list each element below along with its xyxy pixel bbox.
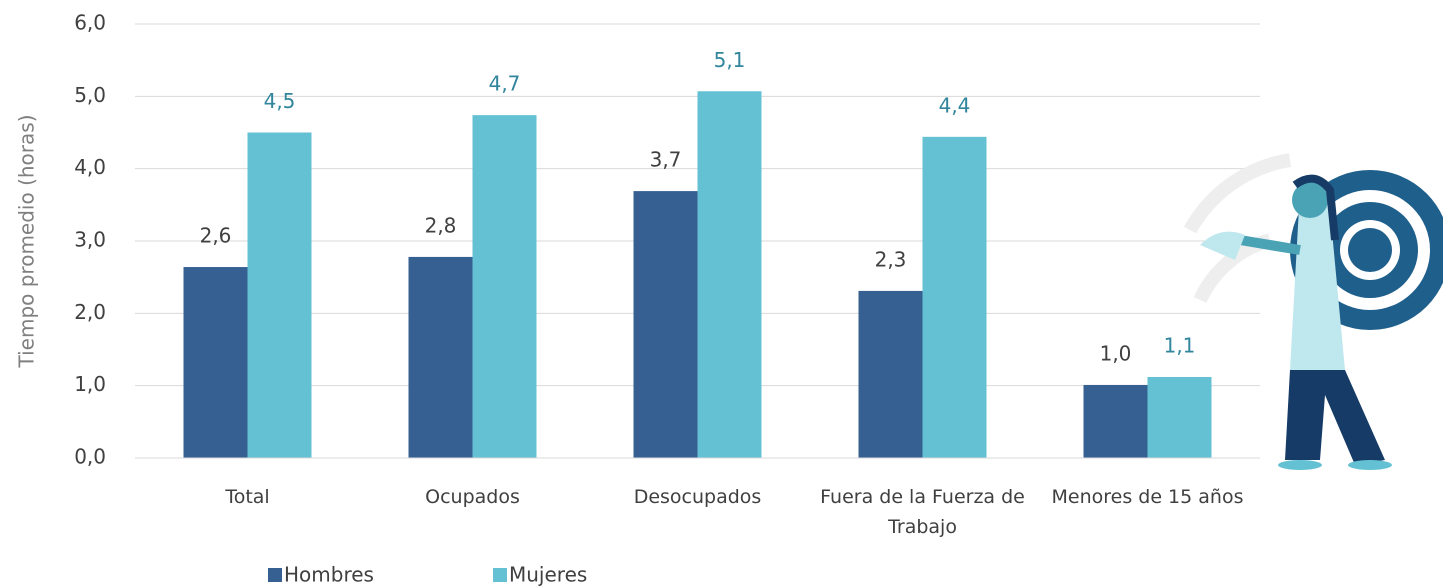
- data-label: 2,8: [425, 213, 457, 237]
- bar: [859, 291, 923, 458]
- data-label: 5,1: [714, 48, 746, 72]
- bar: [473, 115, 537, 458]
- data-label: 4,4: [939, 93, 971, 117]
- y-tick-label: 2,0: [74, 300, 106, 324]
- y-tick-label: 5,0: [74, 83, 106, 107]
- bar: [1084, 385, 1148, 458]
- legend-label: Mujeres: [509, 563, 587, 587]
- data-label: 4,5: [264, 89, 296, 113]
- bar: [248, 133, 312, 459]
- y-tick-label: 1,0: [74, 372, 106, 396]
- y-tick-label: 6,0: [74, 11, 106, 35]
- bar: [1148, 377, 1212, 458]
- bar: [184, 267, 248, 458]
- y-axis-label: Tiempo promedio (horas): [15, 115, 39, 369]
- data-label: 4,7: [489, 72, 521, 96]
- bar: [923, 137, 987, 458]
- data-label: 3,7: [650, 148, 682, 172]
- x-tick-label: Total: [136, 482, 360, 512]
- y-tick-label: 3,0: [74, 228, 106, 252]
- bar: [409, 257, 473, 458]
- data-label: 2,6: [200, 224, 232, 248]
- data-label: 2,3: [875, 247, 907, 271]
- x-tick-label: Menores de 15 años: [1036, 482, 1260, 512]
- bar: [698, 91, 762, 458]
- illustration: [1190, 160, 1443, 470]
- page: Tiempo promedio (horas) 0,0 1,0 2,0 3,0 4,0 5…: [0, 0, 1443, 588]
- y-tick-label: 0,0: [74, 445, 106, 469]
- x-tick-label: Desocupados: [586, 482, 810, 512]
- legend-swatch: [493, 568, 507, 582]
- data-label: 1,1: [1164, 333, 1196, 357]
- legend-label: Hombres: [284, 563, 374, 587]
- bar: [634, 191, 698, 458]
- data-label: 1,0: [1100, 341, 1132, 365]
- legend-swatch: [268, 568, 282, 582]
- y-tick-label: 4,0: [74, 155, 106, 179]
- x-tick-label: Fuera de la Fuerza de Trabajo: [811, 482, 1035, 542]
- x-tick-label: Ocupados: [361, 482, 585, 512]
